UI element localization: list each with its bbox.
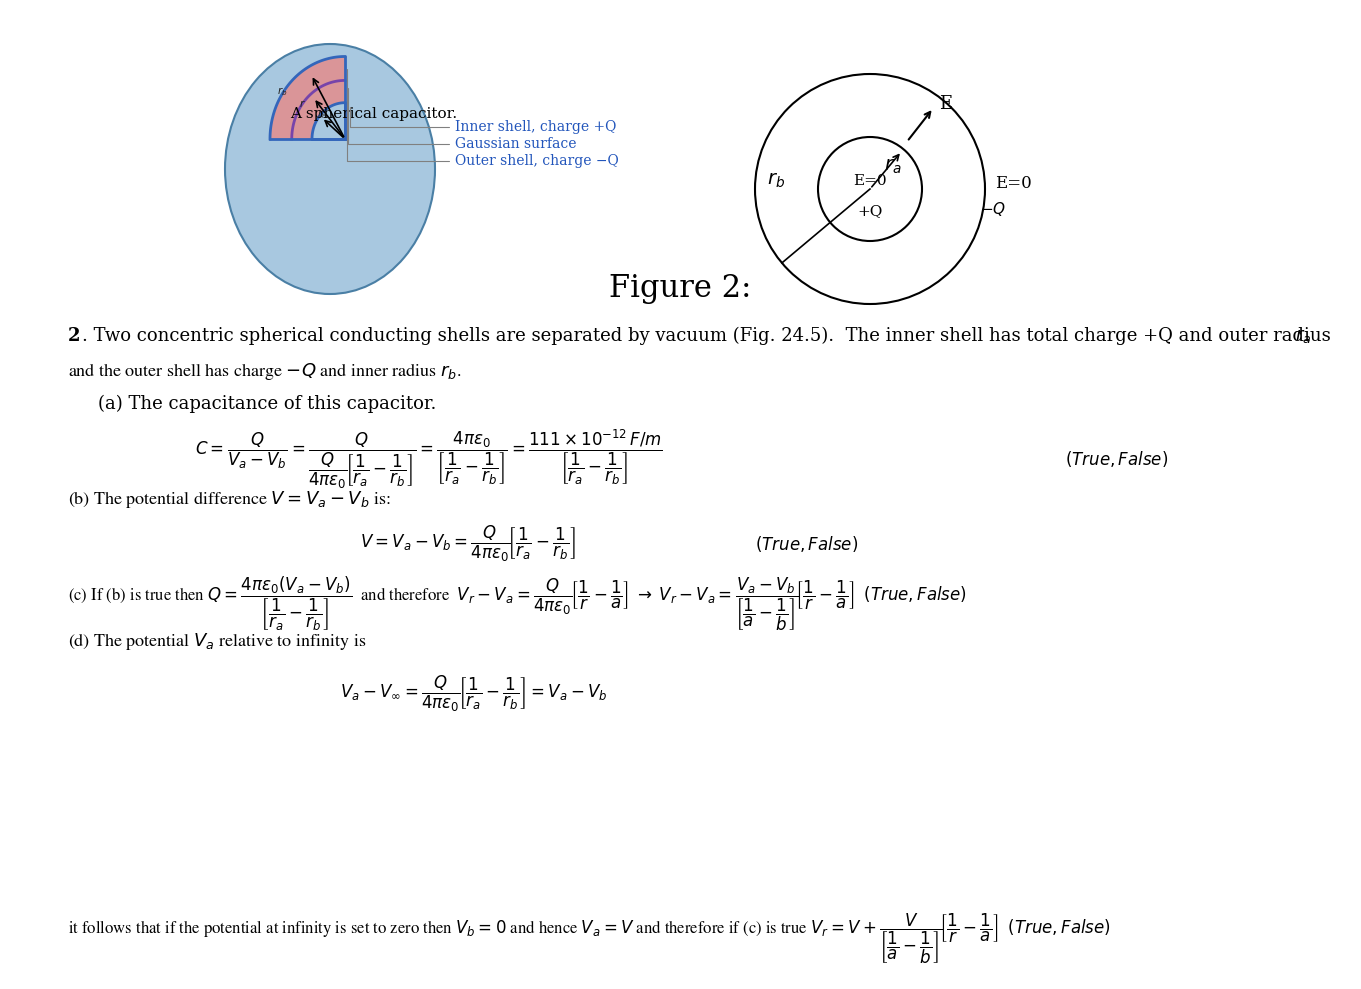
Text: $r$: $r$	[299, 98, 306, 109]
Text: $-Q$: $-Q$	[980, 200, 1006, 218]
Text: $r_b$: $r_b$	[768, 172, 785, 190]
Text: E=0: E=0	[853, 174, 887, 188]
Text: A spherical capacitor.: A spherical capacitor.	[290, 107, 457, 121]
Text: (d) The potential $V_a$ relative to infinity is: (d) The potential $V_a$ relative to infi…	[68, 631, 366, 652]
Text: $(True, False)$: $(True, False)$	[1066, 449, 1168, 469]
Text: $r_a$: $r_a$	[1296, 327, 1311, 345]
Text: $C = \dfrac{Q}{V_a - V_b} = \dfrac{Q}{\dfrac{Q}{4\pi\epsilon_0}\!\left[\dfrac{1}: $C = \dfrac{Q}{V_a - V_b} = \dfrac{Q}{\d…	[195, 427, 663, 491]
Text: it follows that if the potential at infinity is set to zero then $V_b = 0$ and h: it follows that if the potential at infi…	[68, 912, 1111, 966]
Text: +Q: +Q	[857, 204, 883, 218]
Text: 2: 2	[68, 327, 80, 345]
Text: Figure 2:: Figure 2:	[608, 274, 751, 305]
Text: E=0: E=0	[995, 175, 1032, 193]
Text: $(True, False)$: $(True, False)$	[755, 534, 857, 554]
Polygon shape	[269, 56, 344, 139]
Text: Outer shell, charge −Q: Outer shell, charge −Q	[347, 69, 619, 168]
Text: $V_a - V_\infty = \dfrac{Q}{4\pi\epsilon_0}\!\left[\dfrac{1}{r_a} - \dfrac{1}{r_: $V_a - V_\infty = \dfrac{Q}{4\pi\epsilon…	[340, 674, 607, 714]
Text: (c) If (b) is true then $Q = \dfrac{4\pi\epsilon_0(V_a-V_b)}{\left[\dfrac{1}{r_a: (c) If (b) is true then $Q = \dfrac{4\pi…	[68, 575, 966, 633]
Text: $r_a$: $r_a$	[317, 108, 327, 121]
Text: Inner shell, charge +Q: Inner shell, charge +Q	[350, 108, 617, 134]
Text: . Two concentric spherical conducting shells are separated by vacuum (Fig. 24.5): . Two concentric spherical conducting sh…	[82, 327, 1337, 345]
Text: and the outer shell has charge $-Q$ and inner radius $r_b$.: and the outer shell has charge $-Q$ and …	[68, 361, 461, 382]
Text: (a) The capacitance of this capacitor.: (a) The capacitance of this capacitor.	[98, 395, 437, 413]
Text: E: E	[939, 95, 953, 113]
Text: $V = V_a - V_b = \dfrac{Q}{4\pi\epsilon_0}\!\left[\dfrac{1}{r_a} - \dfrac{1}{r_b: $V = V_a - V_b = \dfrac{Q}{4\pi\epsilon_…	[361, 524, 576, 564]
Text: $r_b$: $r_b$	[278, 85, 287, 98]
Text: $r_a$: $r_a$	[885, 158, 901, 176]
Text: (b) The potential difference $V = V_a - V_b$ is:: (b) The potential difference $V = V_a - …	[68, 489, 391, 509]
Text: Gaussian surface: Gaussian surface	[348, 88, 577, 151]
Ellipse shape	[225, 44, 436, 294]
